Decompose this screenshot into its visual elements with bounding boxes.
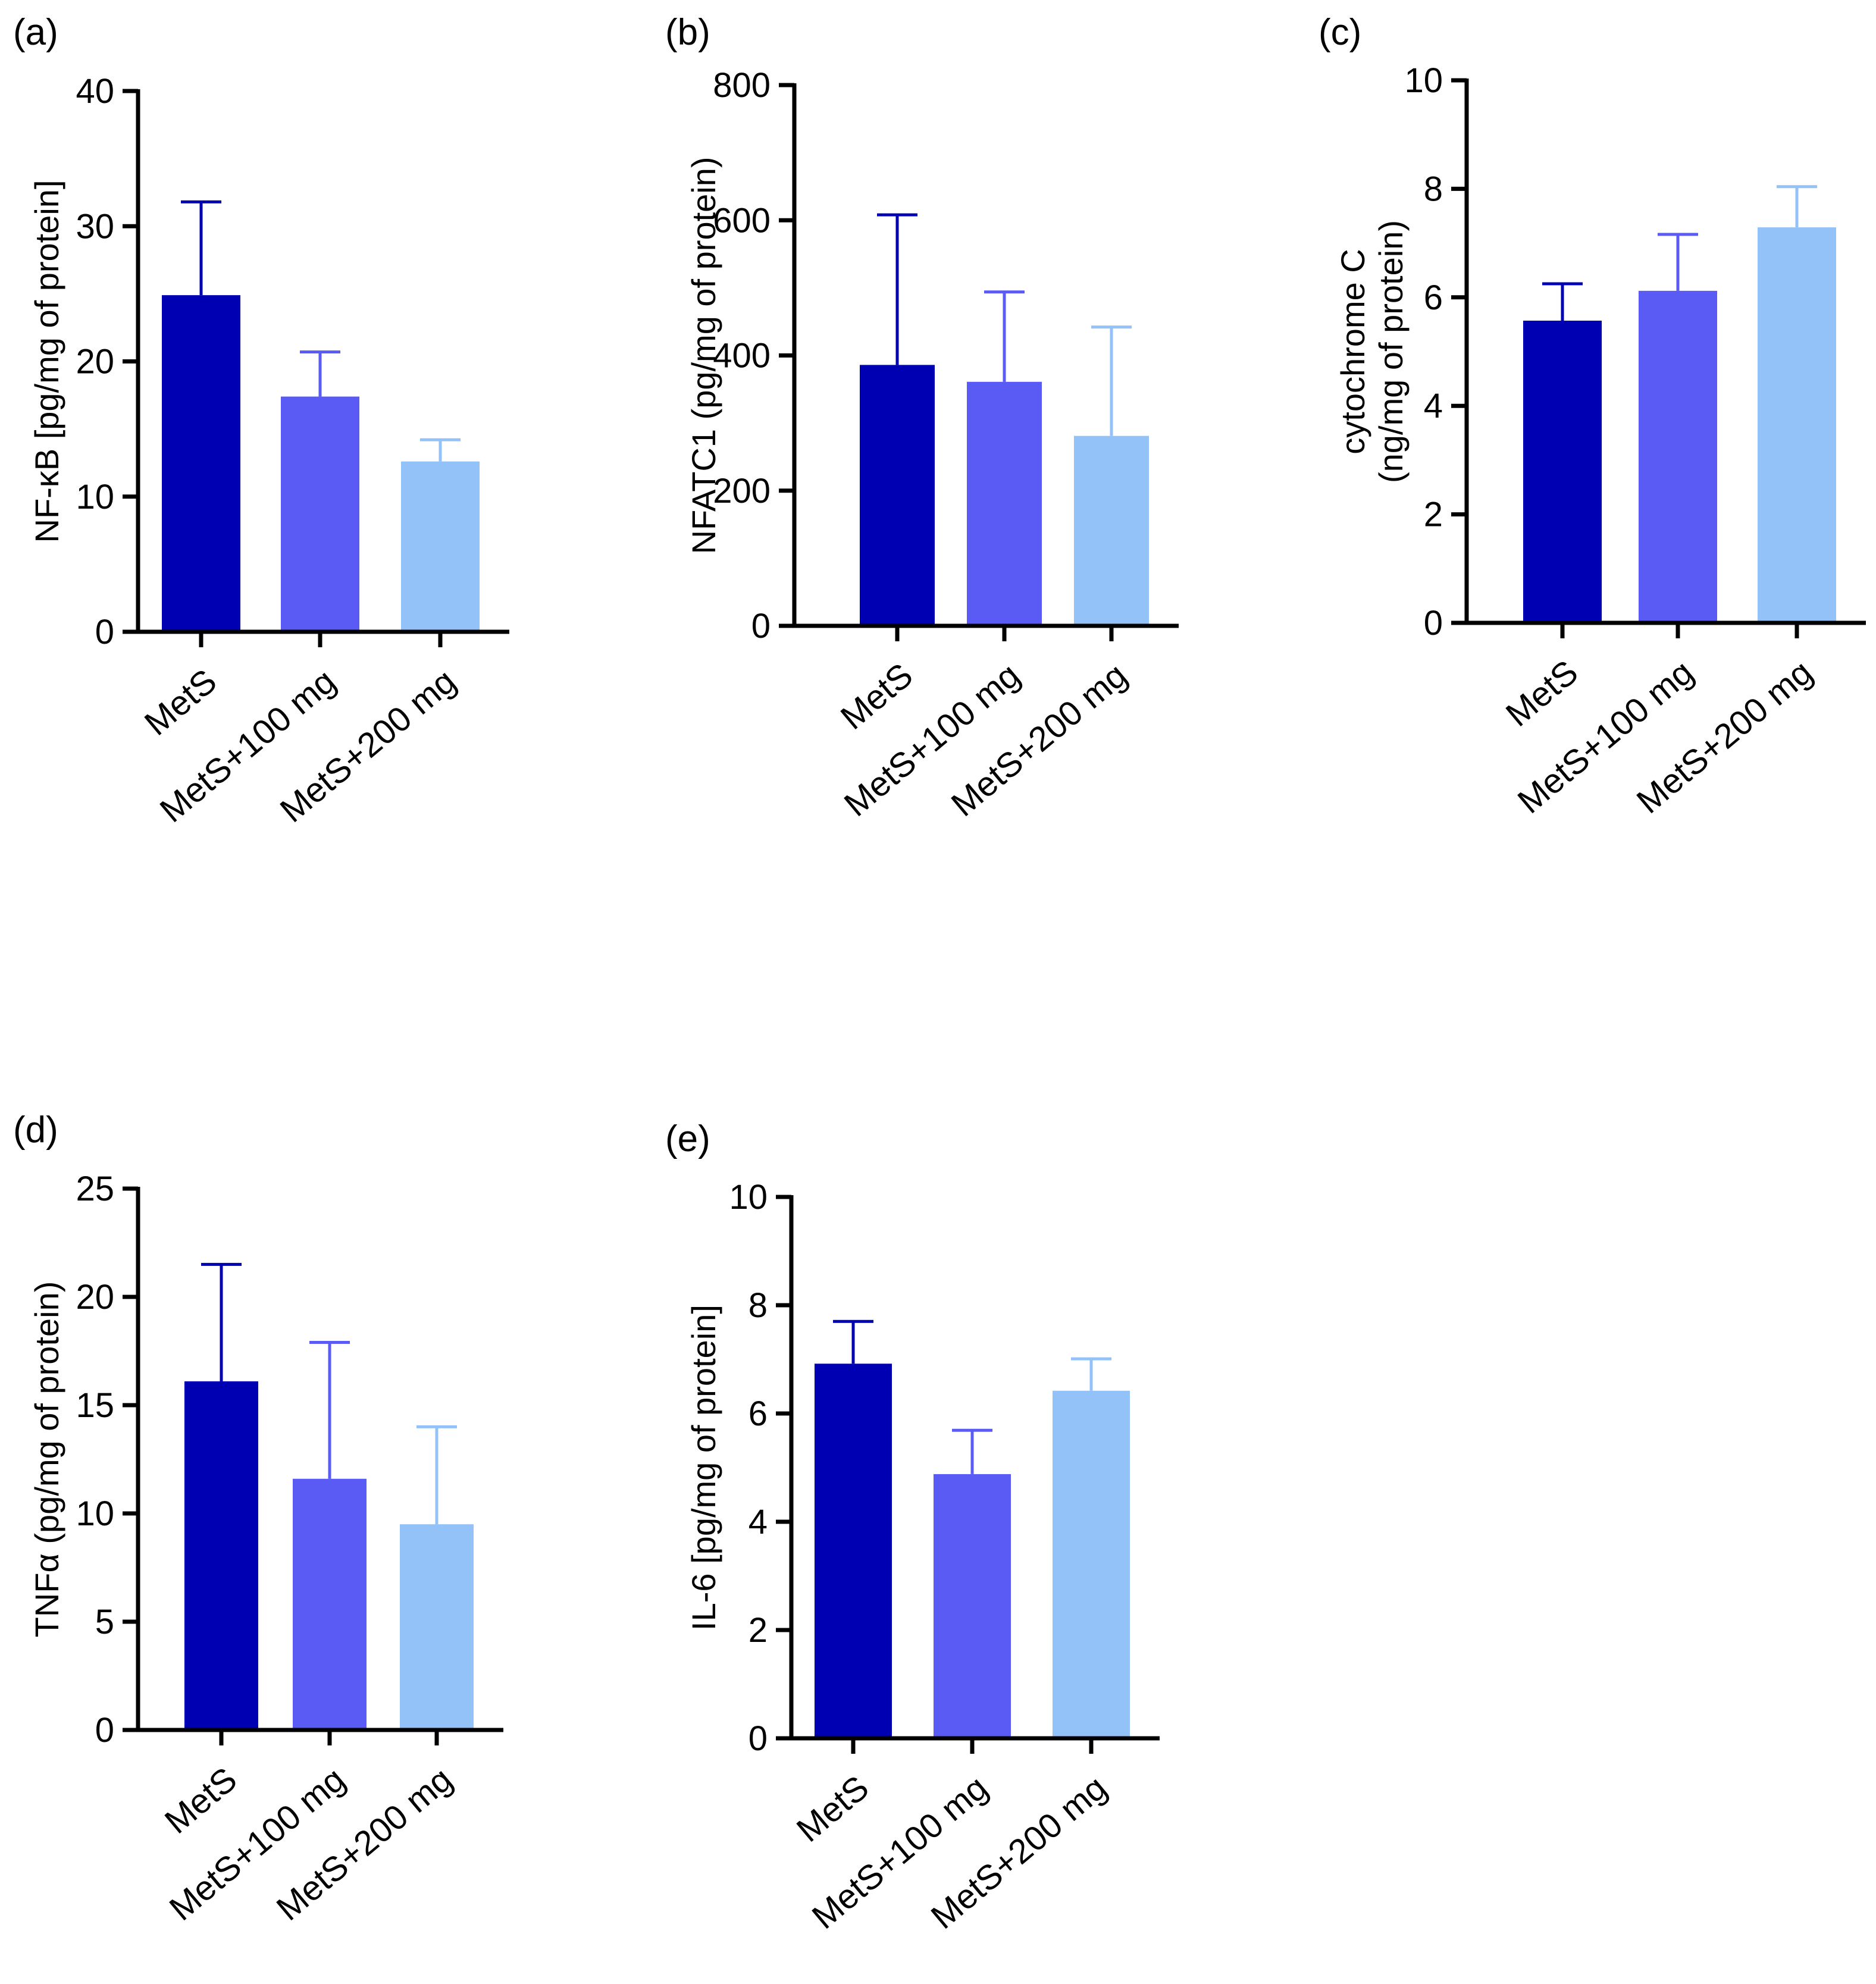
y-axis-label: (ng/mg of protein) — [1372, 220, 1410, 483]
y-tick-label: 40 — [76, 72, 114, 111]
y-tick-label: 15 — [76, 1386, 114, 1425]
bar — [967, 381, 1042, 626]
y-tick-label: 25 — [76, 1170, 114, 1208]
y-tick-label: 4 — [748, 1503, 768, 1541]
y-tick-label: 10 — [729, 1178, 768, 1217]
panel-letter: (c) — [1318, 12, 1361, 53]
y-tick-label: 200 — [713, 472, 771, 510]
y-tick-label: 20 — [76, 1278, 114, 1317]
x-tick-label: MetS — [158, 1760, 244, 1841]
y-tick-label: 600 — [713, 201, 771, 240]
y-tick-label: 10 — [76, 478, 114, 516]
y-tick-label: 8 — [748, 1286, 768, 1325]
bar — [1074, 435, 1149, 626]
y-tick-label: 5 — [95, 1603, 114, 1641]
y-tick-label: 10 — [1404, 61, 1443, 100]
y-tick-label: 30 — [76, 207, 114, 246]
y-tick-label: 2 — [748, 1611, 768, 1650]
x-tick-label: MetS — [1499, 653, 1585, 734]
bar — [1758, 227, 1836, 623]
bar — [184, 1381, 258, 1730]
y-tick-label: 4 — [1424, 387, 1443, 425]
panel-letter: (e) — [665, 1118, 710, 1159]
bar — [934, 1474, 1011, 1738]
y-tick-label: 0 — [1424, 604, 1443, 642]
bar — [815, 1364, 892, 1738]
y-tick-label: 20 — [76, 343, 114, 381]
y-axis-label: NF-κB [pg/mg of protein] — [28, 180, 65, 543]
bar — [401, 461, 480, 632]
y-tick-label: 0 — [748, 1719, 768, 1758]
panel-letter: (a) — [13, 12, 58, 53]
y-axis-label: cytochrome C — [1334, 249, 1371, 454]
y-axis-label: NFATC1 (pg/mg of protein) — [685, 156, 722, 554]
y-tick-label: 0 — [751, 607, 771, 645]
y-tick-label: 0 — [95, 613, 114, 651]
y-tick-label: 0 — [95, 1711, 114, 1750]
bar — [293, 1478, 367, 1730]
bar — [860, 365, 935, 626]
y-tick-label: 8 — [1424, 170, 1443, 208]
y-tick-label: 400 — [713, 337, 771, 375]
x-tick-label: MetS — [790, 1768, 876, 1850]
y-tick-label: 10 — [76, 1494, 114, 1533]
bar — [162, 295, 240, 632]
x-tick-label: MetS — [137, 662, 224, 743]
bar — [1639, 290, 1717, 623]
y-tick-label: 6 — [1424, 278, 1443, 317]
bar — [281, 396, 359, 632]
y-tick-label: 800 — [713, 66, 771, 105]
panel-letter: (d) — [13, 1109, 58, 1151]
bar — [400, 1524, 474, 1730]
y-tick-label: 2 — [1424, 496, 1443, 534]
x-tick-label: MetS — [834, 656, 920, 737]
panel-letter: (b) — [665, 12, 710, 53]
y-tick-label: 6 — [748, 1394, 768, 1433]
y-axis-label: IL-6 [pg/mg of protein] — [685, 1305, 722, 1631]
bar — [1523, 321, 1602, 623]
y-axis-label: TNFα (pg/mg of protein) — [28, 1281, 65, 1638]
bar — [1053, 1390, 1130, 1738]
